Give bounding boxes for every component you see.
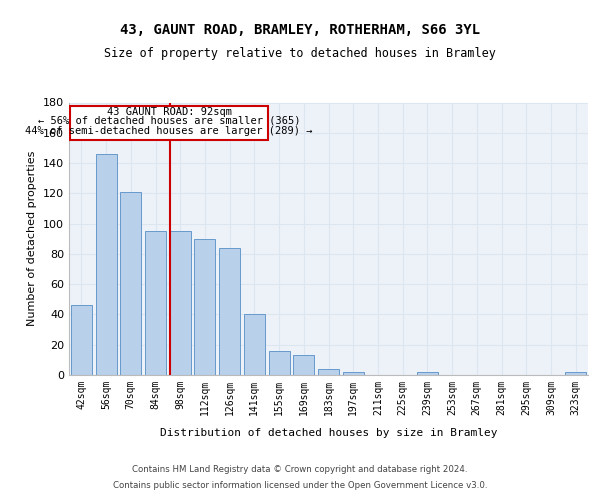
- Bar: [269, 351, 290, 375]
- Bar: [194, 239, 215, 375]
- Bar: [145, 231, 166, 375]
- Text: 43 GAUNT ROAD: 92sqm: 43 GAUNT ROAD: 92sqm: [107, 108, 232, 118]
- Bar: [318, 369, 339, 375]
- Text: 43, GAUNT ROAD, BRAMLEY, ROTHERHAM, S66 3YL: 43, GAUNT ROAD, BRAMLEY, ROTHERHAM, S66 …: [120, 22, 480, 36]
- Bar: [219, 248, 240, 375]
- Y-axis label: Number of detached properties: Number of detached properties: [28, 151, 37, 326]
- Bar: [170, 231, 191, 375]
- Bar: [244, 314, 265, 375]
- Text: Contains public sector information licensed under the Open Government Licence v3: Contains public sector information licen…: [113, 480, 487, 490]
- Bar: [343, 372, 364, 375]
- Text: Distribution of detached houses by size in Bramley: Distribution of detached houses by size …: [160, 428, 497, 438]
- Text: Contains HM Land Registry data © Crown copyright and database right 2024.: Contains HM Land Registry data © Crown c…: [132, 464, 468, 473]
- Bar: [417, 372, 438, 375]
- Text: 44% of semi-detached houses are larger (289) →: 44% of semi-detached houses are larger (…: [25, 126, 313, 136]
- Text: Size of property relative to detached houses in Bramley: Size of property relative to detached ho…: [104, 48, 496, 60]
- Text: ← 56% of detached houses are smaller (365): ← 56% of detached houses are smaller (36…: [38, 116, 301, 126]
- Bar: [95, 154, 116, 375]
- Bar: [71, 306, 92, 375]
- Bar: [120, 192, 141, 375]
- FancyBboxPatch shape: [70, 106, 268, 140]
- Bar: [293, 356, 314, 375]
- Bar: [565, 372, 586, 375]
